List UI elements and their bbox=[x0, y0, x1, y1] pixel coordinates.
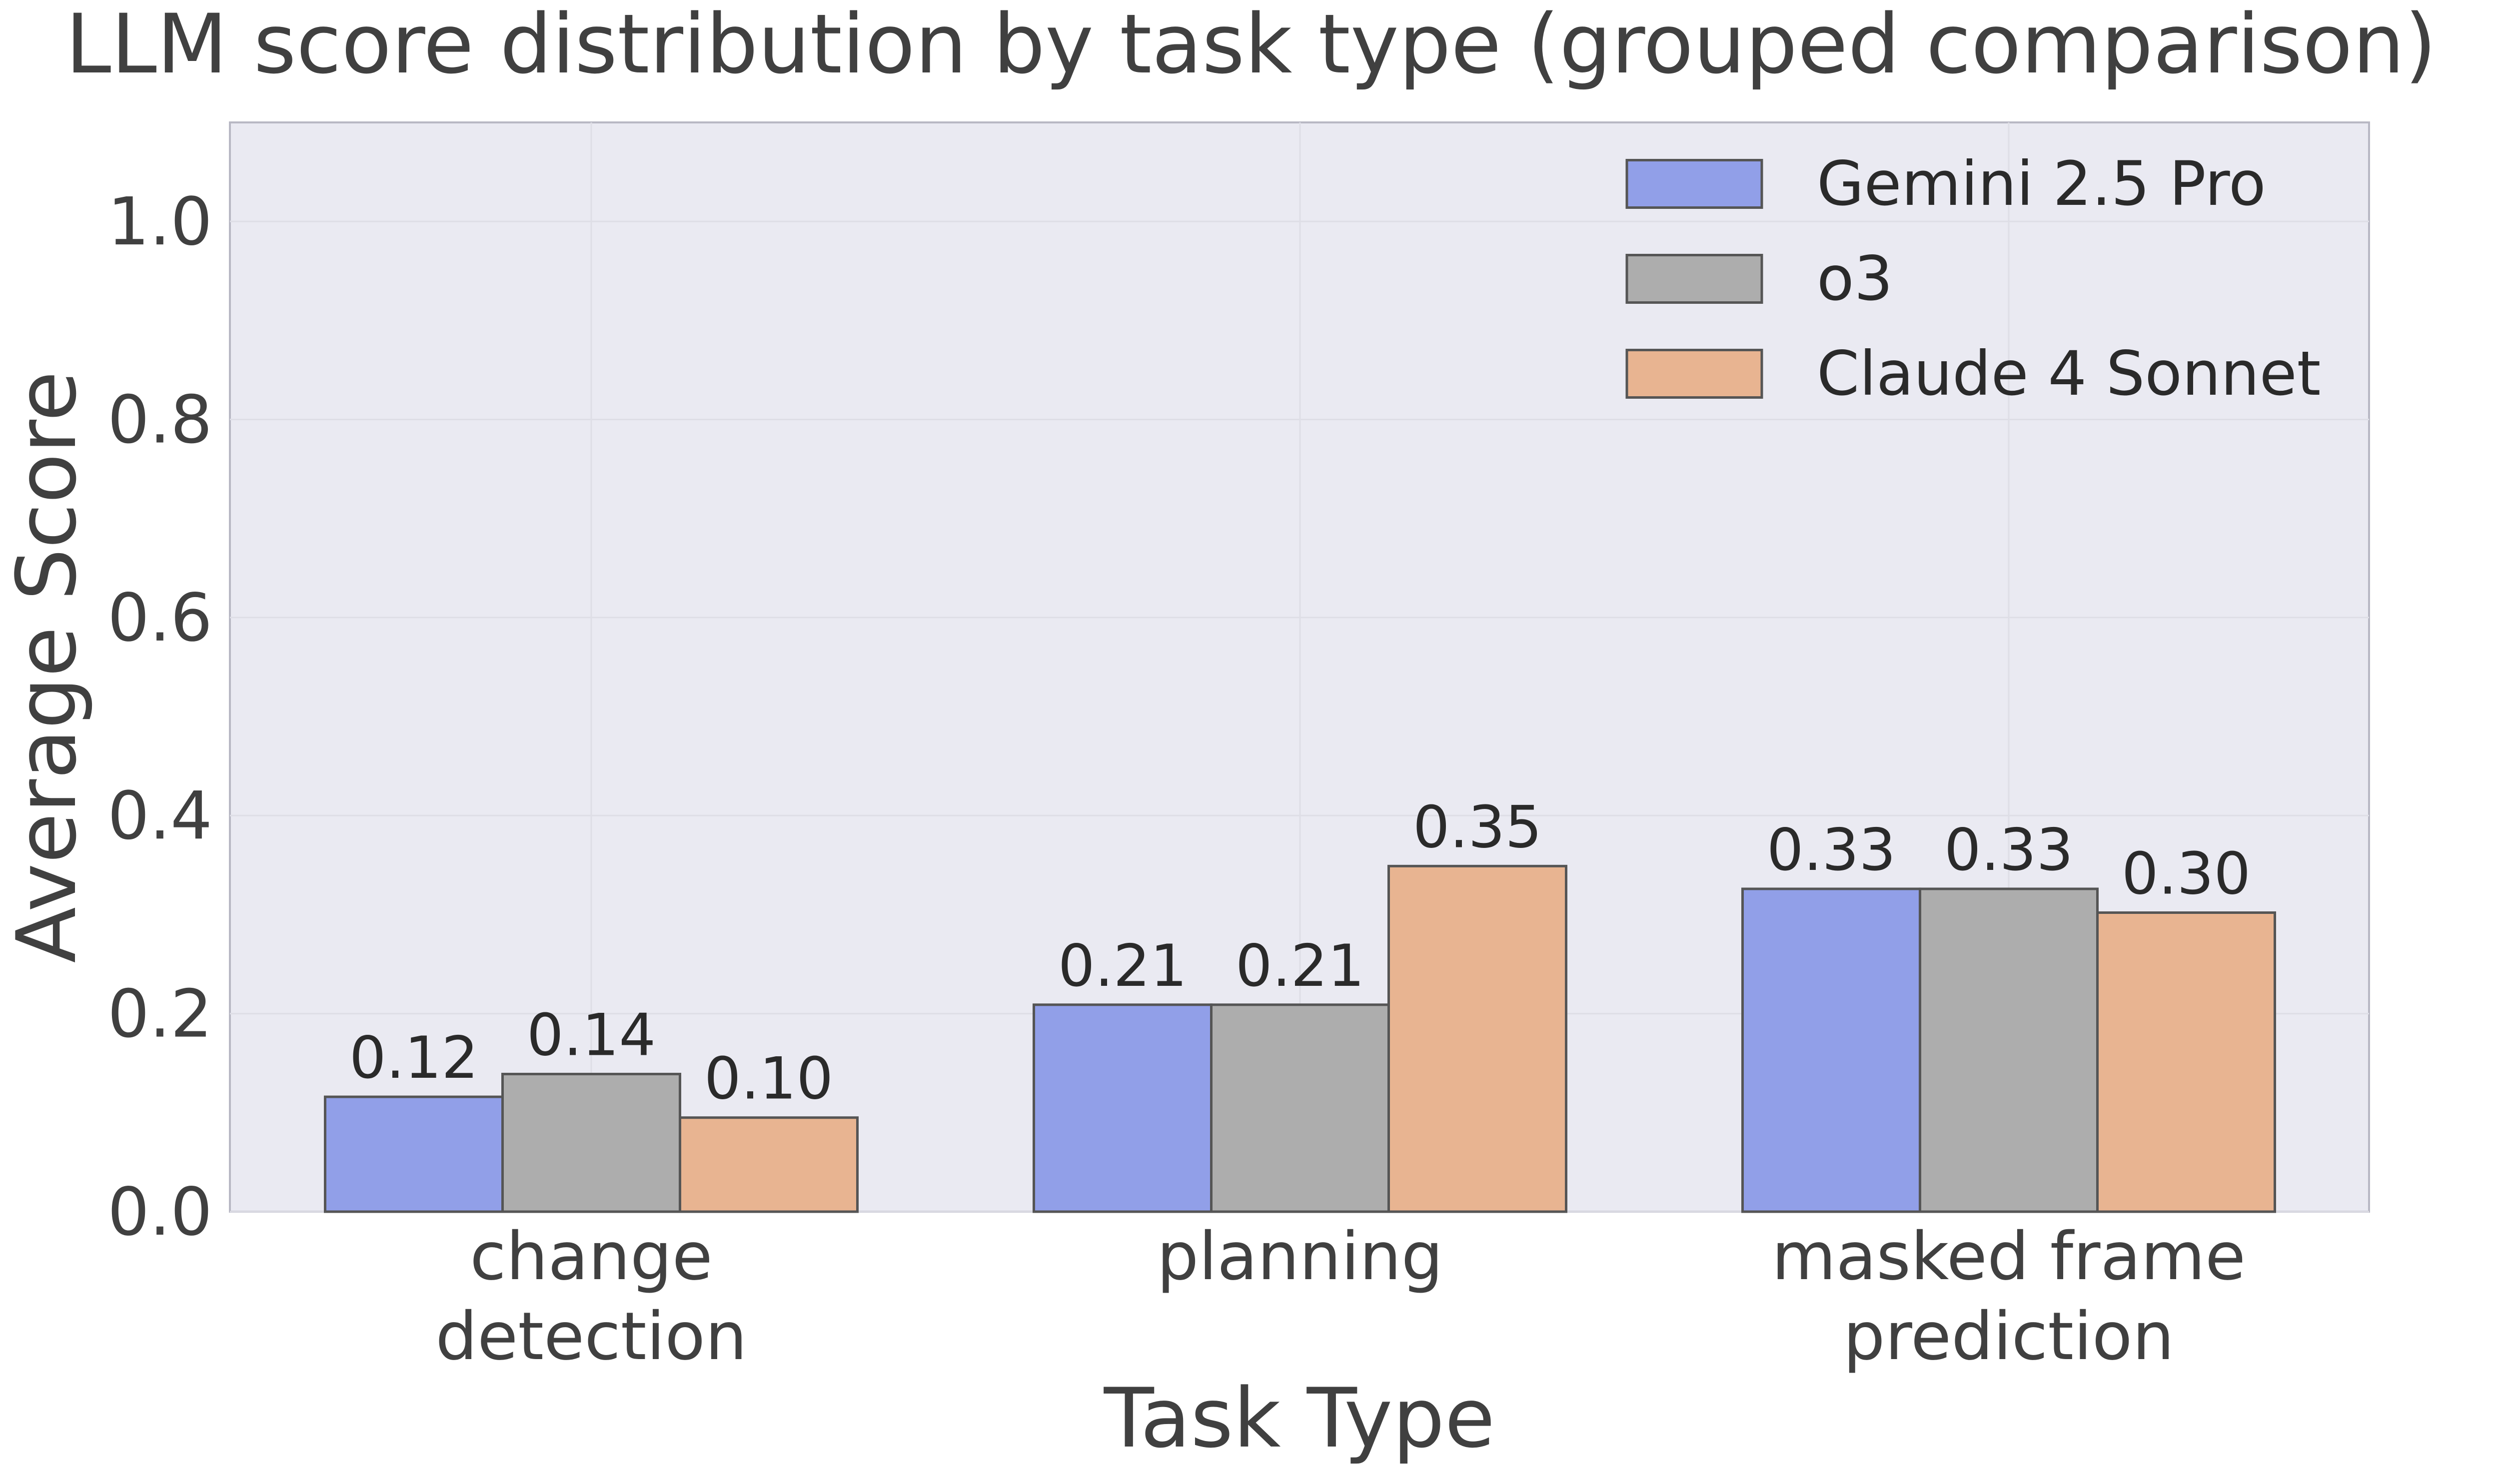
bar bbox=[2096, 911, 2276, 1213]
bar bbox=[1210, 1003, 1390, 1213]
bar bbox=[679, 1116, 859, 1213]
data-label: 0.21 bbox=[1058, 932, 1187, 1000]
x-tick-label: prediction bbox=[1843, 1298, 2174, 1375]
y-axis-ticks: 0.0 0.2 0.4 0.6 0.8 1.0 bbox=[107, 183, 212, 1251]
legend-swatch bbox=[1625, 159, 1763, 209]
data-labels: 0.12 0.14 0.10 0.21 0.21 0.35 0.33 0.33 0.30 bbox=[349, 793, 2251, 1112]
data-label: 0.21 bbox=[1236, 932, 1364, 1000]
data-label: 0.12 bbox=[349, 1024, 478, 1092]
chart-title: LLM score distribution by task type (gro… bbox=[65, 0, 2437, 92]
bar bbox=[1919, 887, 2099, 1213]
y-axis-label: Average Score bbox=[0, 371, 94, 963]
legend-label: o3 bbox=[1817, 243, 1893, 314]
x-tick-label: planning bbox=[1157, 1218, 1443, 1295]
x-tick-label: detection bbox=[435, 1298, 747, 1375]
y-tick-label: 0.8 bbox=[107, 382, 212, 459]
bar bbox=[1741, 887, 1921, 1213]
x-axis-label: Task Type bbox=[1104, 1371, 1495, 1466]
legend: Gemini 2.5 Pro o3 Claude 4 Sonnet bbox=[1625, 148, 2321, 409]
y-tick-label: 0.6 bbox=[107, 580, 212, 657]
x-tick-label: masked frame bbox=[1772, 1218, 2246, 1295]
legend-swatch bbox=[1625, 254, 1763, 304]
y-tick-label: 0.2 bbox=[107, 976, 212, 1053]
y-tick-label: 0.4 bbox=[107, 777, 212, 854]
data-label: 0.35 bbox=[1413, 793, 1542, 861]
x-tick-label: change bbox=[470, 1218, 713, 1295]
legend-swatch bbox=[1625, 349, 1763, 399]
legend-label: Claude 4 Sonnet bbox=[1817, 338, 2321, 409]
data-label: 0.30 bbox=[2122, 840, 2251, 907]
bar bbox=[501, 1073, 681, 1213]
y-tick-label: 0.0 bbox=[107, 1174, 212, 1251]
data-label: 0.33 bbox=[1944, 816, 2073, 884]
y-tick-label: 1.0 bbox=[107, 183, 212, 260]
bar bbox=[1387, 864, 1567, 1213]
bar bbox=[1033, 1003, 1213, 1213]
data-label: 0.14 bbox=[527, 1002, 656, 1069]
bar bbox=[324, 1095, 504, 1213]
data-label: 0.33 bbox=[1767, 816, 1896, 884]
bars bbox=[324, 864, 2276, 1213]
legend-label: Gemini 2.5 Pro bbox=[1817, 148, 2266, 219]
data-label: 0.10 bbox=[704, 1045, 833, 1113]
